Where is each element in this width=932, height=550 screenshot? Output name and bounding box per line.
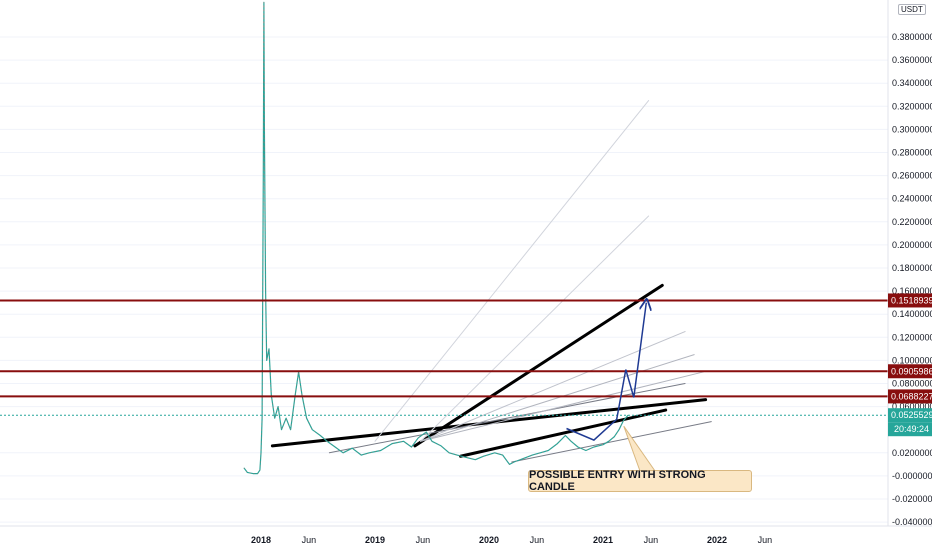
y-tick-label: 0.1000000	[892, 355, 932, 365]
level-price-tag-bg	[888, 293, 932, 308]
trend-line	[270, 398, 708, 448]
y-tick-label: 0.3000000	[892, 124, 932, 134]
projection-line	[566, 303, 647, 441]
trend-line	[413, 283, 664, 448]
current-price-tag: 0.0525529	[891, 410, 932, 420]
y-tick-label: 0.3600000	[892, 55, 932, 65]
price-wick-line	[243, 2, 629, 474]
x-tick-label: Jun	[644, 535, 659, 545]
y-tick-label: 0.1600000	[892, 286, 932, 296]
y-tick-label: 0.3200000	[892, 101, 932, 111]
y-tick-label: 0.0800000	[892, 379, 932, 389]
projection-path	[566, 303, 647, 441]
countdown-tag-bg	[888, 422, 932, 437]
trend-line	[374, 100, 650, 442]
price-series	[243, 1, 629, 475]
horizontal-levels	[0, 299, 888, 416]
currency-badge[interactable]: USDT	[898, 4, 926, 15]
price-tags: 0.1518939 0.0905986 0.0688227 0.0525529 20:4…	[888, 293, 932, 437]
y-tick-label: 0.2600000	[892, 171, 932, 181]
price-axis[interactable]: 0.3800000 0.3600000 0.3400000 0.3200000 0.30…	[892, 32, 932, 527]
x-tick-label: Jun	[416, 535, 431, 545]
trend-lines	[270, 100, 712, 463]
current-price-tag-bg	[888, 408, 932, 423]
x-tick-label: 2021	[593, 535, 613, 545]
trend-line	[459, 408, 668, 458]
y-tick-label: -0.0200000	[892, 494, 932, 504]
grid	[0, 36, 888, 523]
y-tick-label: 0.2400000	[892, 194, 932, 204]
trend-line	[420, 371, 704, 442]
trend-line	[511, 421, 712, 463]
trend-line	[328, 383, 686, 454]
time-axis[interactable]: 2018 Jun 2019 Jun 2020 Jun 2021 Jun 2022 Jun	[251, 535, 772, 545]
level-price-tag: 0.0905986	[891, 366, 932, 376]
y-tick-label: 0.0600000	[892, 402, 932, 412]
x-tick-label: 2022	[707, 535, 727, 545]
trend-line	[420, 354, 695, 442]
y-tick-label: 0.2200000	[892, 217, 932, 227]
y-tick-label: 0.1400000	[892, 309, 932, 319]
x-tick-label: 2020	[479, 535, 499, 545]
level-price-tag: 0.1518939	[891, 295, 932, 305]
x-tick-label: 2019	[365, 535, 385, 545]
x-tick-label: Jun	[302, 535, 317, 545]
plot-background	[0, 0, 888, 526]
x-tick-label: Jun	[758, 535, 773, 545]
level-price-tag-bg	[888, 389, 932, 404]
x-tick-label: Jun	[530, 535, 545, 545]
level-price-tag-bg	[888, 364, 932, 379]
annotation-callout[interactable]: POSSIBLE ENTRY WITH STRONG CANDLE	[528, 469, 752, 493]
y-tick-label: 0.1800000	[892, 263, 932, 273]
y-tick-label: 0.2800000	[892, 148, 932, 158]
x-tick-label: 2018	[251, 535, 271, 545]
y-tick-label: 0.3400000	[892, 78, 932, 88]
y-tick-label: 0.2000000	[892, 240, 932, 250]
trend-line	[420, 215, 650, 442]
level-price-tag: 0.0688227	[891, 391, 932, 401]
y-tick-label: 0.0200000	[892, 448, 932, 458]
y-tick-label: -0.0400000	[892, 517, 932, 527]
countdown-tag: 20:49:24	[894, 424, 929, 434]
y-tick-label: 0.1200000	[892, 332, 932, 342]
trend-line	[420, 331, 686, 442]
y-tick-label: 0.3800000	[892, 32, 932, 42]
